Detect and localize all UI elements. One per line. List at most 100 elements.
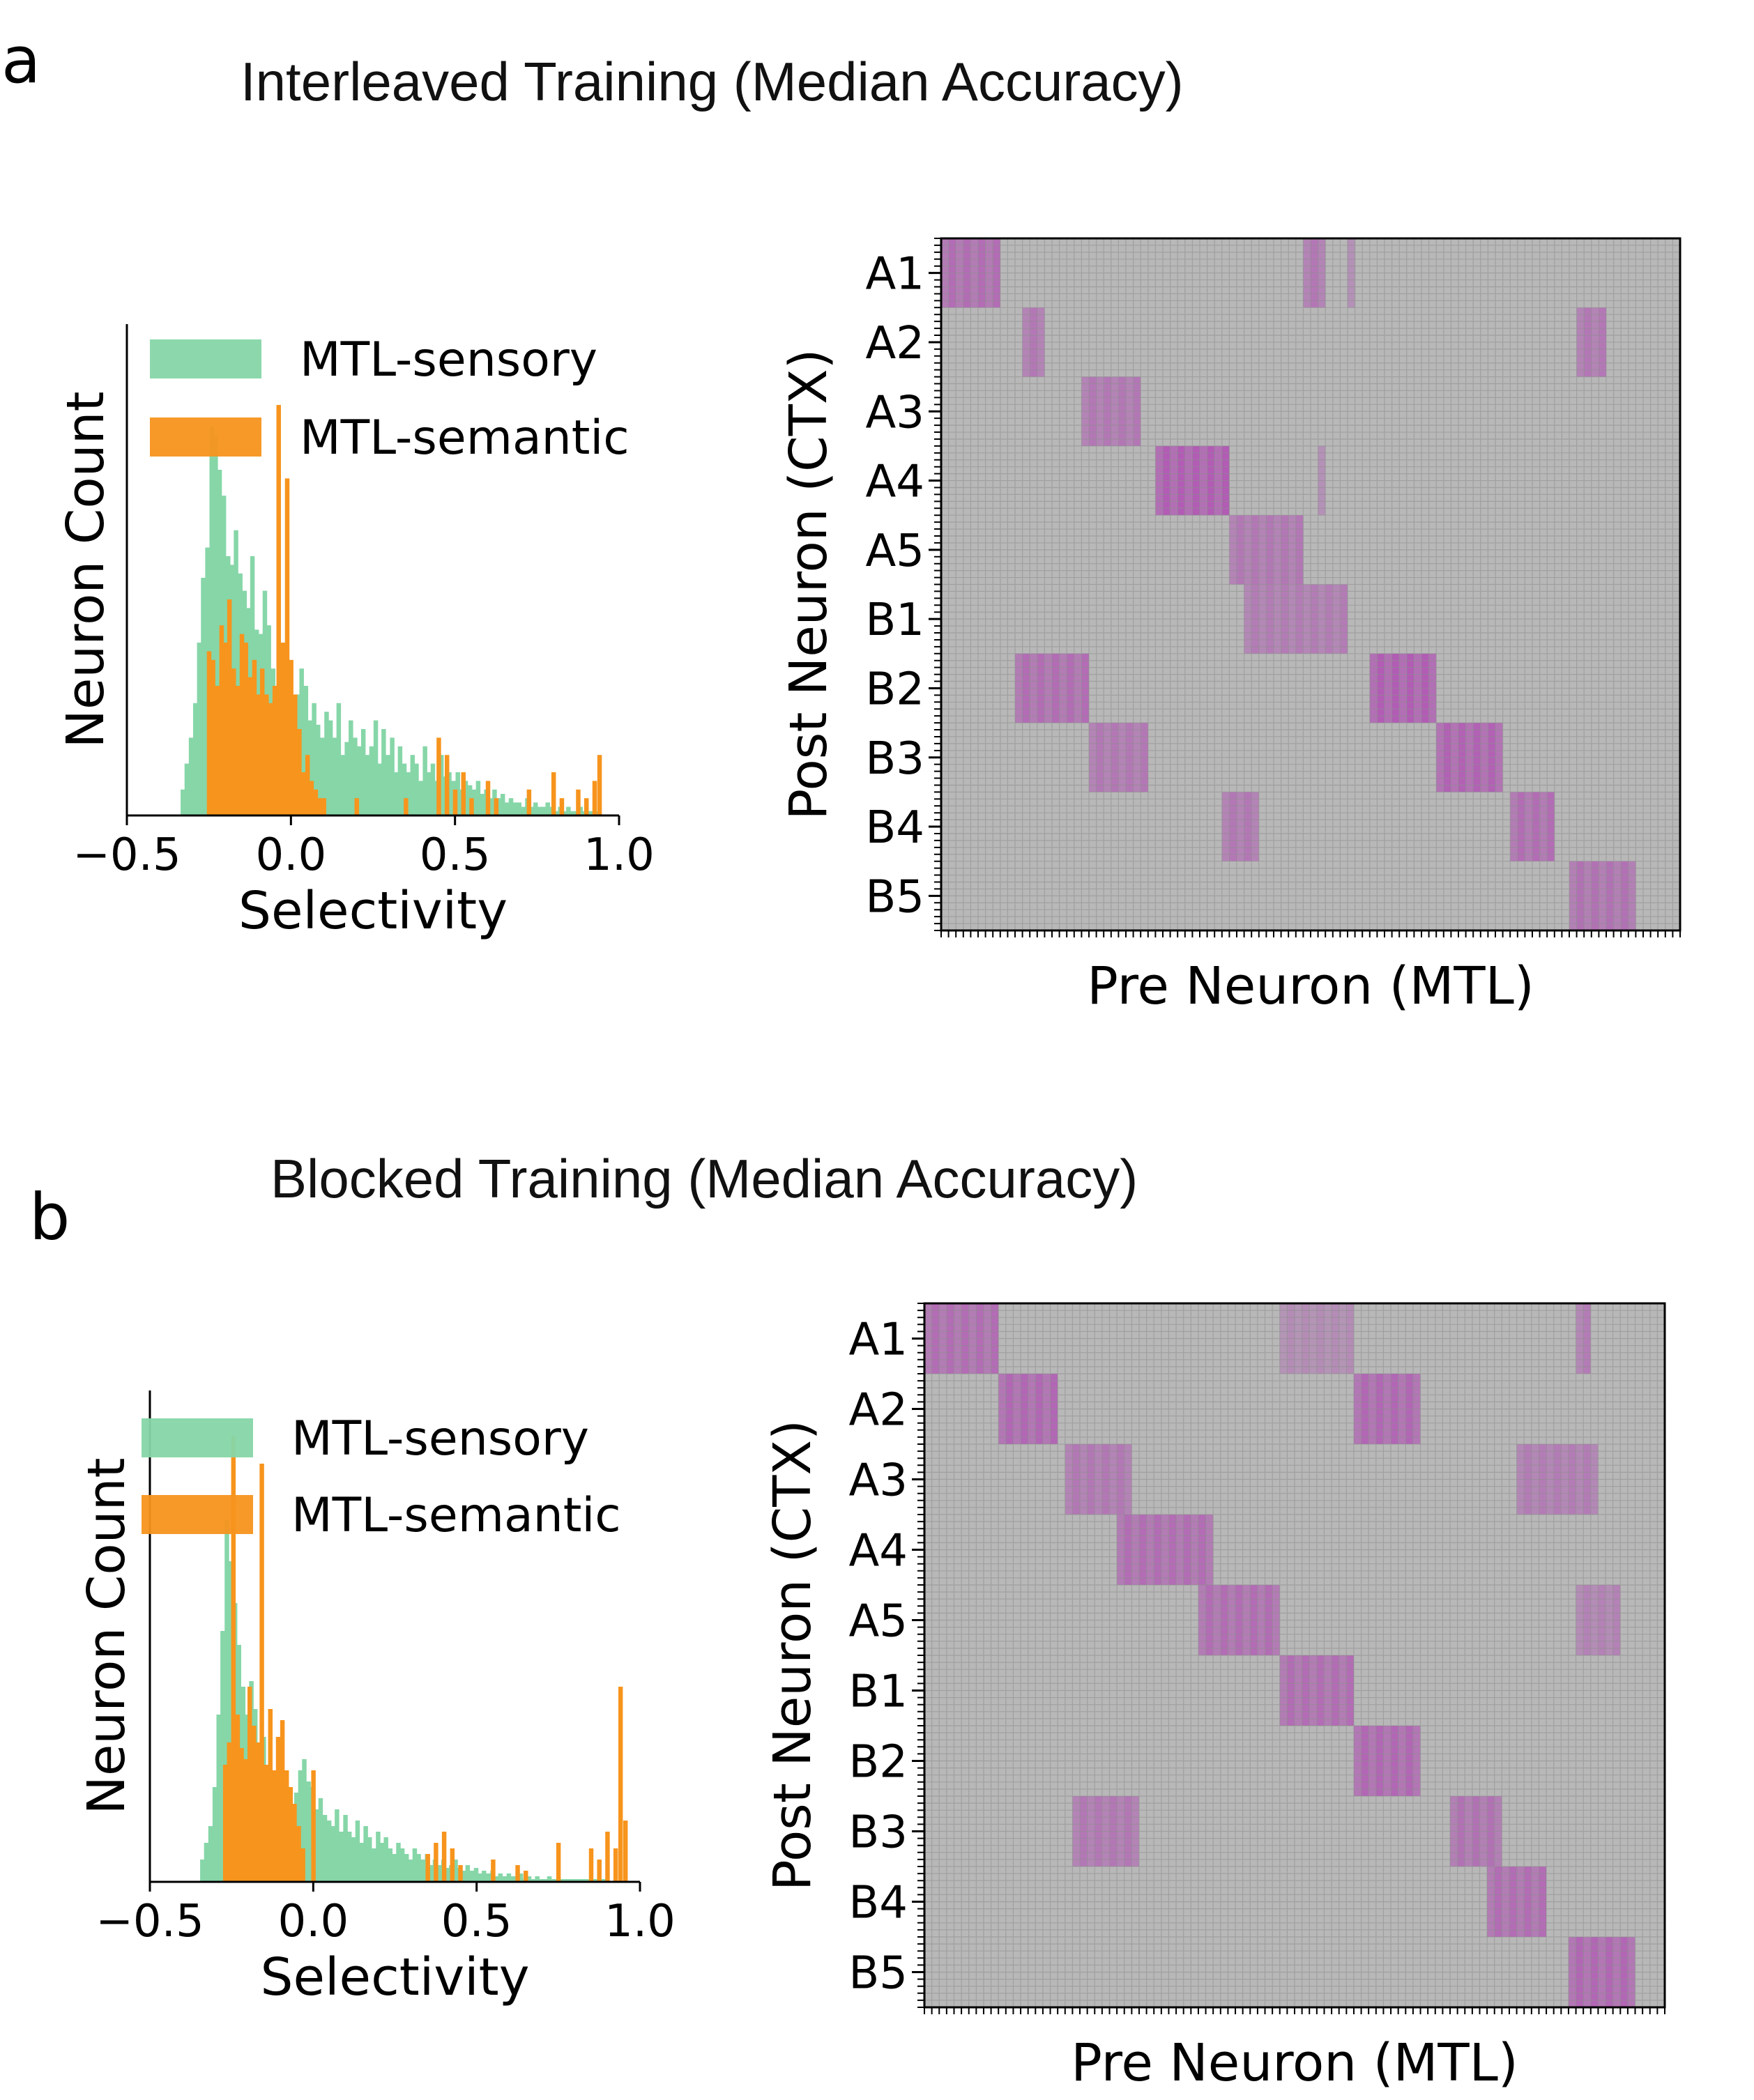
sensory-bar: [430, 763, 436, 815]
semantic-bar: [515, 1865, 520, 1882]
sensory-bar: [445, 1868, 450, 1882]
legend-a-sensory-swatch: [150, 339, 261, 378]
sensory-bar: [377, 763, 382, 815]
sensory-bar: [463, 781, 468, 815]
semantic-bar: [556, 1843, 561, 1882]
semantic-bar: [288, 1787, 293, 1882]
semantic-bar: [584, 798, 589, 815]
histogram-a-xtick-2: 0.5: [420, 829, 491, 881]
sensory-bar: [453, 1860, 458, 1882]
sensory-bar: [200, 1860, 205, 1882]
legend-b-sensory-label: MTL-sensory: [291, 1411, 589, 1466]
sensory-bar: [561, 811, 567, 815]
sensory-bar: [372, 1848, 376, 1882]
sensory-bar: [502, 1876, 508, 1882]
semantic-bar: [559, 798, 565, 815]
semantic-bar: [618, 1687, 623, 1882]
semantic-bar: [239, 1748, 244, 1882]
semantic-bar: [605, 1832, 610, 1882]
heatmap-a-grid: [941, 238, 1680, 930]
histogram-a-ticks: [125, 815, 620, 825]
heatmap-a-row-label: A1: [866, 249, 925, 300]
sensory-bar: [545, 802, 550, 815]
sensory-bar: [543, 1879, 548, 1882]
sensory-bar: [365, 755, 370, 815]
heatmap-b-row-label: B2: [848, 1737, 908, 1788]
histogram-b-xlabel: Selectivity: [260, 1947, 529, 2007]
heatmap-a-row-label: B4: [865, 802, 924, 854]
sensory-bar: [188, 737, 194, 815]
semantic-bar: [289, 659, 293, 815]
sensory-bar: [533, 802, 538, 815]
sensory-bar: [369, 746, 374, 815]
sensory-bar: [541, 806, 547, 815]
sensory-bar: [376, 1832, 381, 1882]
heatmap-a-row-label: A4: [866, 457, 925, 508]
sensory-bar: [234, 530, 238, 815]
heatmap-b-grid: [924, 1303, 1665, 2007]
semantic-bar: [526, 789, 532, 815]
heatmap-a-xlabel: Pre Neuron (MTL): [1087, 956, 1534, 1016]
sensory-bar: [216, 1715, 221, 1882]
sensory-bar: [418, 781, 423, 815]
semantic-bar: [436, 737, 441, 815]
sensory-bar: [355, 1821, 360, 1882]
histogram-a-ylabel: Neuron Count: [56, 391, 116, 748]
semantic-bar: [231, 1436, 236, 1882]
semantic-bar: [264, 694, 269, 815]
sensory-bar: [537, 806, 542, 815]
histogram-b: −0.5 0.0 0.5 1.0 Selectivity Neuron Coun…: [77, 1390, 676, 2007]
heatmap-b-row-label: A3: [849, 1455, 908, 1507]
semantic-bar: [301, 772, 306, 815]
sensory-bar: [592, 1879, 597, 1882]
sensory-bar: [410, 755, 415, 815]
sensory-bar: [392, 1854, 397, 1882]
heatmap-b-row-label: B3: [848, 1807, 908, 1859]
sensory-bar: [414, 763, 419, 815]
heatmap-b-xlabel: Pre Neuron (MTL): [1071, 2033, 1518, 2093]
sensory-bar: [416, 1854, 421, 1882]
sensory-bar: [346, 1832, 352, 1882]
semantic-bar: [309, 781, 314, 815]
histogram-a-xtick-0: −0.5: [73, 829, 181, 881]
histogram-b-ylabel: Neuron Count: [77, 1457, 137, 1814]
semantic-bar: [247, 1687, 252, 1882]
semantic-bar: [613, 1848, 618, 1882]
semantic-bar: [284, 478, 290, 815]
sensory-bar: [600, 1879, 605, 1882]
semantic-bar: [354, 798, 360, 815]
legend-a-semantic-swatch: [150, 417, 261, 457]
heatmap-b-row-label: A1: [849, 1315, 908, 1366]
sensory-bar: [586, 811, 592, 815]
semantic-bar: [441, 1832, 447, 1882]
heatmap-b-row-label: A2: [849, 1385, 908, 1436]
heatmap-a: A1 A2 A3 A4 A5 B1 B2 B3 B4 B5 Pre Neuron…: [779, 237, 1681, 1016]
sensory-bar: [547, 1876, 552, 1882]
sensory-bar: [506, 1873, 512, 1882]
semantic-bar: [485, 781, 491, 815]
sensory-bar: [394, 772, 399, 815]
semantic-bar: [311, 1770, 316, 1882]
sensory-bar: [302, 1759, 307, 1882]
sensory-bar: [299, 668, 304, 815]
semantic-bar: [623, 1821, 628, 1882]
sensory-bar: [566, 806, 571, 815]
histogram-a-xtick-1: 0.0: [255, 829, 326, 881]
semantic-bar: [243, 643, 248, 815]
semantic-bar: [259, 1464, 264, 1882]
sensory-bar: [204, 1843, 209, 1882]
histogram-a-xlabel: Selectivity: [238, 881, 508, 941]
semantic-bar: [256, 694, 261, 815]
sensory-bar: [519, 1873, 524, 1882]
sensory-bar: [328, 720, 333, 815]
semantic-bar: [313, 789, 319, 815]
semantic-bar: [243, 1759, 248, 1882]
sensory-bar: [420, 1860, 425, 1882]
sensory-bar: [429, 1865, 434, 1882]
semantic-bar: [222, 1765, 228, 1882]
semantic-bar: [524, 1871, 528, 1882]
semantic-bar: [292, 1804, 297, 1882]
sensory-bar: [521, 806, 526, 815]
sensory-bar: [383, 1837, 388, 1882]
semantic-bar: [597, 1860, 602, 1882]
